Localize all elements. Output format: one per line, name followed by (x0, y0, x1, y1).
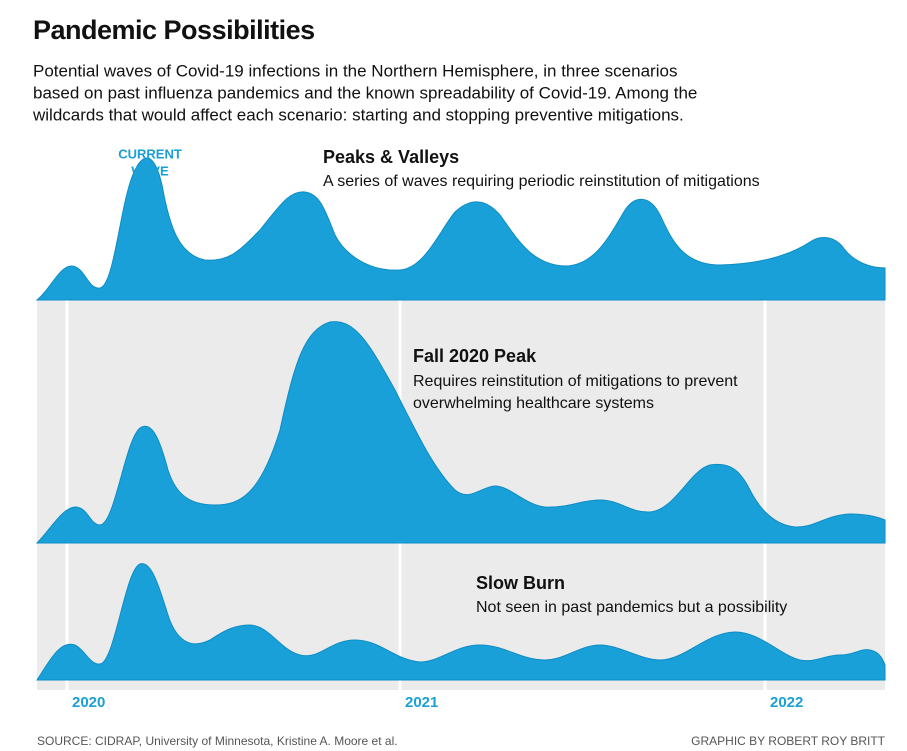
wave-peaks-valleys (35, 157, 886, 301)
year-label: 2022 (770, 694, 803, 711)
panel-title: Fall 2020 Peak (413, 346, 537, 366)
panel-description: Requires reinstitution of mitigations to… (413, 373, 738, 390)
annotation: WAVE (131, 163, 169, 178)
panel-description: A series of waves requiring periodic rei… (323, 173, 760, 190)
year-label: 2020 (72, 694, 105, 711)
source: SOURCE: CIDRAP, University of Minnesota,… (37, 734, 398, 748)
credit: GRAPHIC BY ROBERT ROY BRITT (691, 734, 885, 748)
panel-title: Slow Burn (476, 573, 565, 593)
panel-title: Peaks & Valleys (323, 147, 459, 167)
subtitle: Potential waves of Covid-19 infections i… (33, 61, 677, 80)
subtitle: wildcards that would affect each scenari… (32, 105, 684, 124)
annotation: CURRENT (118, 146, 182, 161)
year-label: 2021 (405, 694, 438, 711)
title: Pandemic Possibilities (33, 15, 315, 45)
subtitle: based on past influenza pandemics and th… (33, 83, 697, 102)
wave-slow-burn (36, 563, 886, 681)
panel-description: overwhelming healthcare systems (413, 395, 654, 412)
panel-description: Not seen in past pandemics but a possibi… (476, 599, 787, 616)
wave-fall-peak (35, 321, 886, 544)
